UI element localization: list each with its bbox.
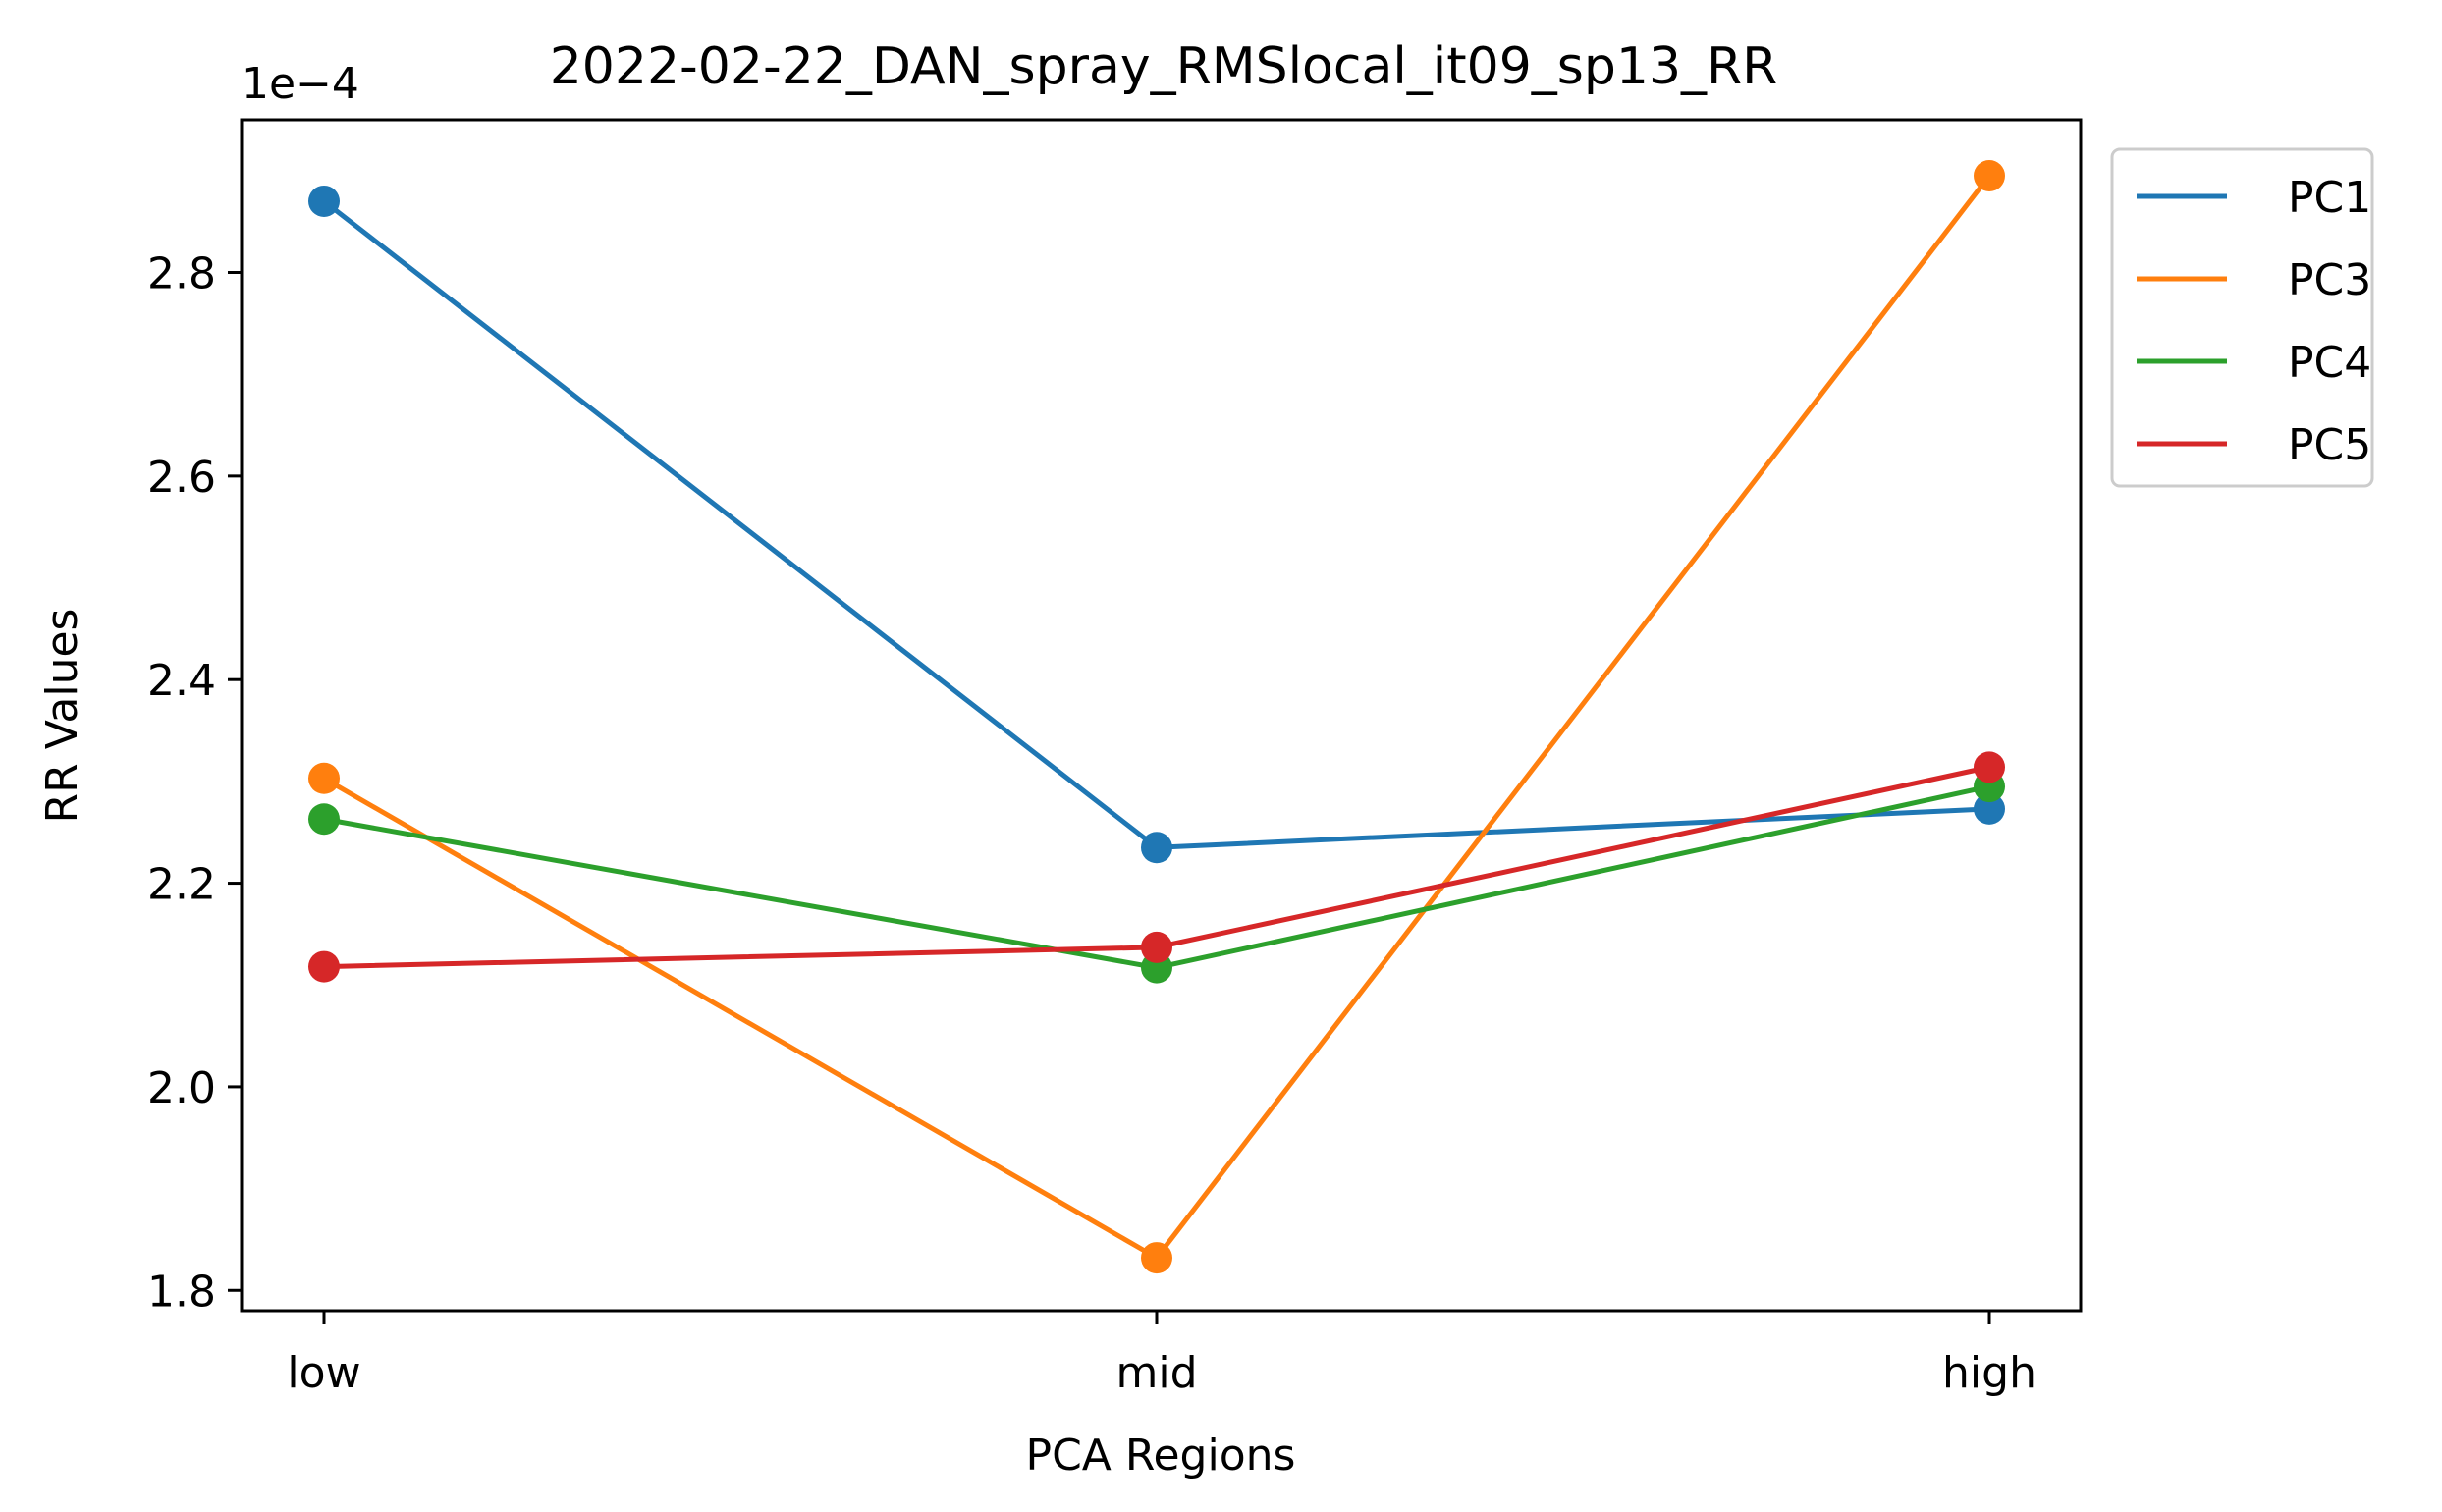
x-tick-label: high [1942,1348,2036,1398]
x-axis-label: PCA Regions [1026,1431,1296,1481]
data-point-pc5 [1974,751,2005,783]
legend-items: PC1 PC3 PC4 PC5 [2137,173,2371,470]
series-lines [308,160,2005,1274]
data-point-pc5 [308,950,340,983]
legend-label-pc4: PC4 [2288,338,2371,388]
legend-label-pc5: PC5 [2288,420,2371,470]
data-point-pc3 [1974,160,2005,192]
data-point-pc1 [308,185,340,217]
data-point-pc3 [1141,1242,1172,1274]
y-tick-label: 1.8 [147,1267,216,1317]
plot-area-frame [240,118,2083,1313]
series-pc1 [308,185,2005,864]
series-pc4 [308,771,2005,984]
data-point-pc1 [1974,792,2005,825]
data-point-pc1 [1141,832,1172,864]
data-point-pc5 [1141,931,1172,963]
y-tick-label: 2.6 [147,453,216,503]
x-tick-label: low [287,1348,360,1398]
series-pc3 [308,160,2005,1274]
legend-label-pc3: PC3 [2288,255,2371,305]
legend-box [2110,147,2374,488]
chart-title: 2022-02-22_DAN_spray_RMSlocal_it09_sp13_… [550,37,1778,96]
y-axis-label: RR Values [37,609,87,824]
y-tick-label: 2.8 [147,249,216,299]
data-point-pc3 [308,762,340,794]
y-tick-label: 2.0 [147,1063,216,1113]
legend: PC1 PC3 PC4 PC5 [2110,147,2374,488]
y-axis-offset-label: 1e−4 [242,59,359,109]
data-point-pc4 [308,803,340,836]
y-tick-label: 2.4 [147,656,216,706]
series-pc5 [308,751,2005,983]
y-tick-label: 2.2 [147,860,216,910]
legend-label-pc1: PC1 [2288,173,2371,223]
axis-ticks: 1.8 2.0 2.2 2.4 2.6 2.8 low mid high [147,249,2036,1398]
x-tick-label: mid [1115,1348,1197,1398]
